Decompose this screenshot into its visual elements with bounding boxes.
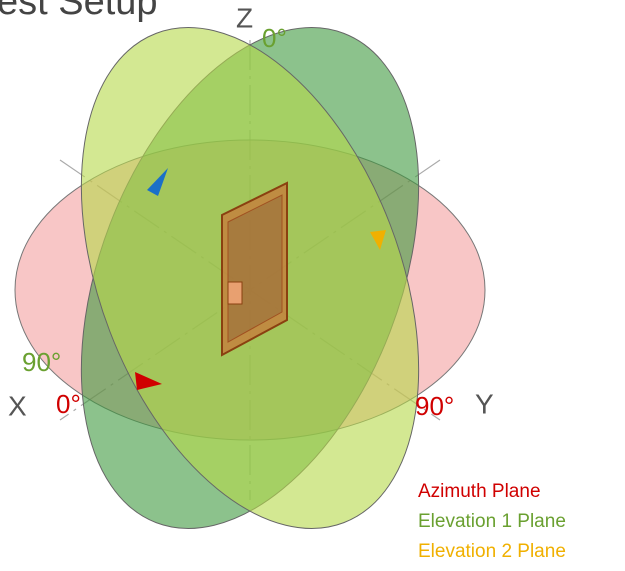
legend-elevation-2: Elevation 2 Plane bbox=[418, 541, 566, 562]
elevation-top-angle: 0° bbox=[262, 23, 287, 53]
legend-azimuth: Azimuth Plane bbox=[418, 481, 541, 502]
arrow-elevation-1 bbox=[147, 168, 168, 196]
legend-elevation-1: Elevation 1 Plane bbox=[418, 511, 566, 532]
azimuth-x-angle: 0° bbox=[56, 389, 81, 419]
elevation-side-angle: 90° bbox=[22, 347, 61, 377]
antenna-board bbox=[221, 181, 288, 357]
arrow-azimuth bbox=[135, 372, 162, 390]
y-label: Y bbox=[475, 388, 494, 419]
z-label: Z bbox=[236, 2, 253, 33]
title: Test Setup bbox=[0, 0, 158, 23]
azimuth-y-angle: 90° bbox=[415, 391, 454, 421]
arrow-elevation-2 bbox=[370, 230, 386, 250]
x-label: X bbox=[8, 390, 27, 421]
